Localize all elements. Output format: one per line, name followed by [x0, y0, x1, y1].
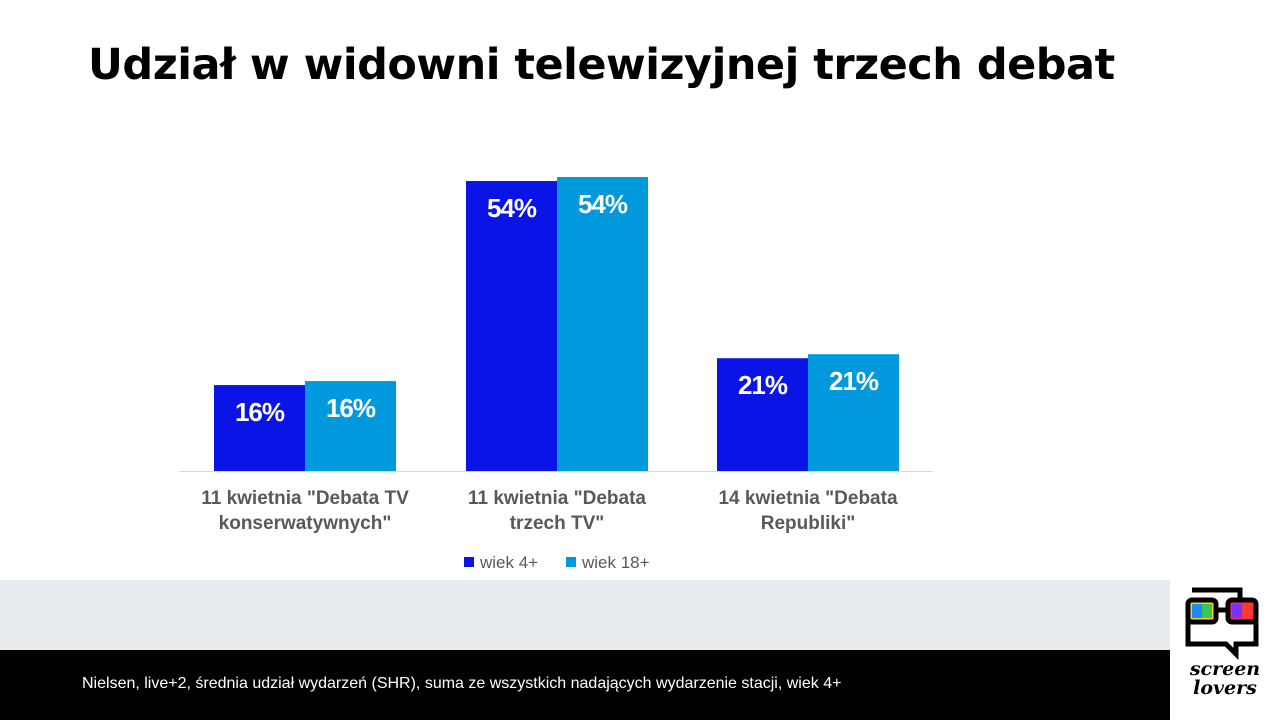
legend-label: wiek 18+ [581, 553, 650, 572]
data-label: 16% [235, 397, 285, 427]
data-label: 54% [578, 189, 628, 219]
chart-title: Udział w widowni telewizyjnej trzech deb… [88, 40, 1115, 90]
data-label: 21% [738, 370, 788, 400]
bar-wiek-4-3 [717, 358, 808, 471]
bar-wiek-18-2 [557, 177, 648, 471]
bar-chart: 16% 16% 11 kwietnia "Debata TV konserwatywn… [179, 177, 933, 572]
legend-swatch [464, 557, 474, 567]
data-label: 54% [487, 193, 537, 223]
legend-swatch [566, 557, 576, 567]
category-label: 11 kwietnia "Debata TV [201, 488, 409, 509]
grey-band [0, 580, 1170, 650]
data-label: 21% [829, 366, 879, 396]
glasses-speech-bubble-icon [1185, 587, 1259, 660]
bar-wiek-4-1 [214, 385, 305, 471]
logo-text-line1: screen [1189, 658, 1261, 680]
bar-wiek-18-3 [808, 354, 899, 471]
category-label: konserwatywnych" [219, 513, 392, 534]
data-label: 16% [326, 393, 376, 423]
source-note: Nielsen, live+2, średnia udział wydarzeń… [82, 675, 842, 692]
bar-wiek-18-1 [305, 381, 396, 471]
category-label: Republiki" [761, 513, 856, 534]
logo-text-line2: lovers [1193, 677, 1257, 699]
bar-wiek-4-2 [466, 181, 557, 471]
footer-bar [0, 650, 1170, 720]
category-label: trzech TV" [510, 513, 605, 534]
legend-label: wiek 4+ [479, 553, 538, 572]
category-label: 11 kwietnia "Debata [468, 488, 646, 509]
category-label: 14 kwietnia "Debata [718, 488, 897, 509]
screen-lovers-logo [1170, 580, 1280, 720]
